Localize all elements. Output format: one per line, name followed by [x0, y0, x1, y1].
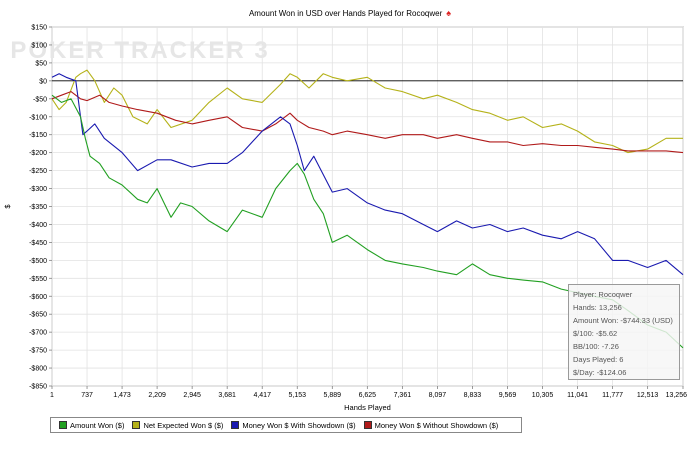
tooltip-per-day: $/Day: -$124.06	[573, 368, 627, 377]
x-tick-label: 2,209	[148, 392, 166, 399]
x-tick-label: 1,473	[113, 392, 131, 399]
x-tick-label: 6,625	[359, 392, 377, 399]
x-tick-label: 11,777	[602, 392, 623, 399]
series-line-1	[51, 94, 684, 349]
x-tick-label: 5,889	[324, 392, 342, 399]
legend-swatch	[59, 421, 67, 429]
y-tick-label: -$650	[29, 312, 47, 319]
y-tick-label: -$300	[29, 186, 47, 193]
y-tick-label: -$100	[29, 114, 47, 121]
y-tick-label: -$700	[29, 330, 47, 337]
x-tick-label: 11,041	[567, 392, 588, 399]
chart-title-bar: Amount Won in USD over Hands Played for …	[0, 8, 700, 18]
y-tick-label: -$250	[29, 168, 47, 175]
tooltip-per100: $/100: -$5.62	[573, 329, 618, 338]
x-tick-label: 3,681	[218, 392, 236, 399]
chart-title: Amount Won in USD over Hands Played for …	[248, 9, 443, 18]
x-axis-label: Hands Played	[344, 403, 391, 412]
y-tick-label: -$50	[33, 96, 47, 103]
y-tick-label: $0	[39, 78, 47, 85]
y-tick-label: -$450	[29, 240, 47, 247]
legend-item: Money Won $ With Showdown ($)	[231, 420, 356, 430]
legend-swatch	[363, 421, 372, 429]
legend-item: Net Expected Won $ ($)	[132, 421, 223, 430]
series-line-3	[51, 73, 684, 276]
y-tick-label: -$850	[29, 384, 47, 391]
x-tick-label: 4,417	[253, 392, 271, 399]
legend-label: Amount Won ($)	[70, 420, 125, 430]
watermark-text: POKER TRACKER 3	[10, 37, 269, 64]
spade-icon: ♠	[446, 8, 452, 18]
y-tick-label: -$150	[29, 132, 47, 139]
tooltip-player: Player: Rocoqwer	[573, 290, 633, 299]
tooltip-hands: Hands: 13,256	[573, 303, 622, 312]
x-tick-label: 2,945	[183, 392, 201, 399]
x-tick-label: 12,513	[637, 392, 659, 399]
y-tick-label: $50	[35, 60, 47, 67]
x-tick-label: 13,256	[666, 392, 688, 399]
y-tick-label: -$200	[29, 150, 47, 157]
x-tick-label: 8,833	[464, 392, 482, 399]
x-tick-label: 737	[81, 392, 93, 399]
y-tick-label: -$800	[29, 366, 47, 373]
tooltip-amount: Amount Won: -$744.33 (USD)	[573, 316, 673, 325]
y-tick-label: $100	[31, 42, 47, 49]
series-line-2	[51, 69, 683, 154]
legend-label: Money Won $ With Showdown ($)	[242, 420, 356, 430]
tooltip-bb100: BB/100: -7.26	[573, 342, 619, 351]
legend-item: Money Won $ Without Showdown ($)	[363, 420, 499, 430]
x-tick-label: 9,569	[499, 392, 517, 399]
hand-tooltip: Player: Rocoqwer Hands: 13,256 Amount Wo…	[568, 284, 680, 380]
legend-label: Money Won $ Without Showdown ($)	[374, 420, 499, 430]
legend-label: Net Expected Won $ ($)	[143, 420, 224, 430]
legend-swatch	[132, 421, 141, 429]
legend: Amount Won ($) Net Expected Won $ ($) Mone…	[50, 417, 522, 433]
x-tick-label: 8,097	[429, 392, 447, 399]
y-tick-label: -$350	[29, 204, 47, 211]
x-tick-label: 7,361	[394, 392, 412, 399]
x-tick-label: 10,305	[532, 392, 554, 399]
y-tick-label: $150	[31, 25, 47, 32]
x-tick-label: 5,153	[288, 392, 306, 399]
y-tick-label: -$550	[29, 276, 47, 283]
y-tick-label: -$500	[29, 258, 47, 265]
y-axis-label: $	[3, 204, 12, 209]
y-tick-label: -$400	[29, 222, 47, 229]
y-tick-label: -$750	[29, 348, 47, 355]
x-tick-label: 1	[50, 392, 54, 399]
legend-item: Amount Won ($)	[59, 421, 124, 430]
y-tick-label: -$600	[29, 294, 47, 301]
series-line-4	[51, 91, 684, 154]
tooltip-days: Days Played: 6	[573, 355, 624, 364]
legend-swatch	[231, 421, 240, 429]
